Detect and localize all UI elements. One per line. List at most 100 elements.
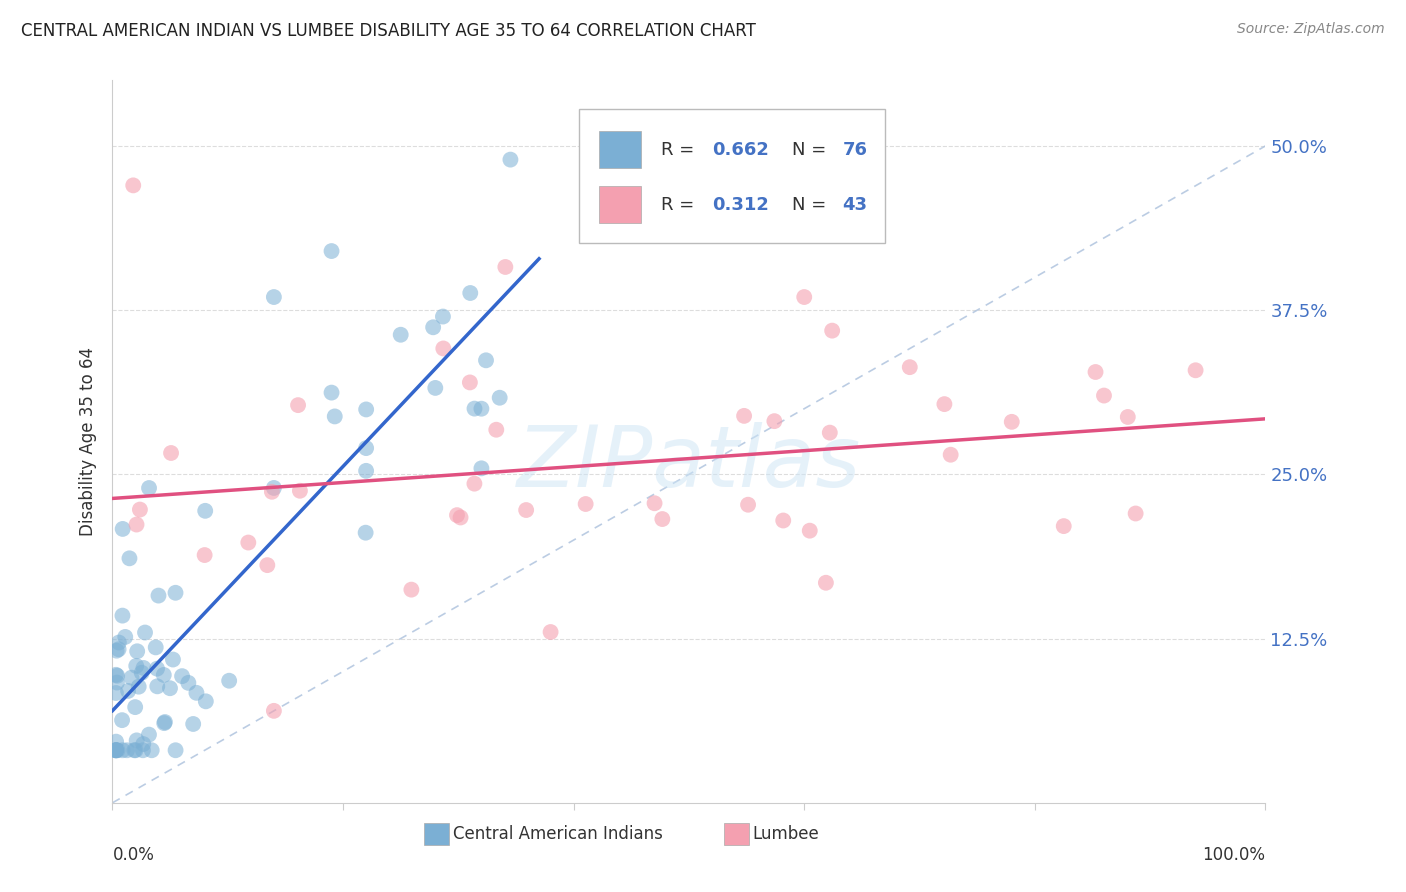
Point bbox=[898, 360, 921, 375]
Point bbox=[458, 376, 481, 390]
Point bbox=[799, 524, 821, 538]
Point bbox=[131, 665, 153, 680]
Text: 76: 76 bbox=[842, 141, 868, 159]
Point bbox=[263, 704, 285, 718]
Point bbox=[159, 681, 181, 696]
Point bbox=[821, 324, 844, 338]
Point bbox=[763, 414, 786, 428]
Point bbox=[288, 483, 311, 498]
Point bbox=[108, 635, 131, 649]
Point bbox=[105, 675, 128, 690]
Point bbox=[458, 285, 481, 300]
Point bbox=[125, 517, 148, 532]
Point bbox=[321, 385, 343, 400]
Point bbox=[1116, 409, 1139, 424]
Point bbox=[186, 686, 208, 700]
Point bbox=[105, 669, 128, 683]
Point bbox=[132, 737, 155, 751]
Point bbox=[181, 717, 204, 731]
Point bbox=[575, 497, 598, 511]
Point bbox=[105, 643, 128, 657]
Point bbox=[111, 713, 134, 727]
Point bbox=[354, 402, 377, 417]
Point bbox=[194, 504, 217, 518]
Point bbox=[104, 668, 127, 682]
Point bbox=[115, 743, 138, 757]
Point bbox=[260, 484, 283, 499]
Point bbox=[218, 673, 240, 688]
Point bbox=[107, 743, 129, 757]
Point bbox=[263, 481, 285, 495]
Point bbox=[1084, 365, 1107, 379]
Point bbox=[172, 669, 194, 683]
Point bbox=[772, 514, 794, 528]
Point bbox=[146, 662, 169, 676]
Point bbox=[124, 743, 146, 757]
FancyBboxPatch shape bbox=[579, 109, 884, 243]
Point bbox=[814, 575, 837, 590]
Point bbox=[470, 401, 492, 416]
Text: 0.0%: 0.0% bbox=[112, 847, 155, 864]
Point bbox=[104, 743, 127, 757]
Point bbox=[117, 684, 139, 698]
Point bbox=[432, 342, 454, 356]
Point bbox=[446, 508, 468, 523]
Point bbox=[354, 525, 377, 540]
Point bbox=[124, 743, 146, 757]
Point bbox=[389, 327, 412, 342]
Point bbox=[118, 551, 141, 566]
Point bbox=[463, 401, 485, 416]
Text: 0.662: 0.662 bbox=[711, 141, 769, 159]
Text: N =: N = bbox=[792, 141, 831, 159]
Point bbox=[146, 679, 169, 693]
Point bbox=[432, 310, 454, 324]
Point bbox=[494, 260, 516, 274]
Point bbox=[1125, 507, 1147, 521]
Text: N =: N = bbox=[792, 195, 831, 213]
Point bbox=[463, 476, 485, 491]
Point bbox=[122, 178, 145, 193]
Point bbox=[132, 743, 155, 757]
Point bbox=[111, 743, 134, 757]
Point bbox=[104, 686, 127, 700]
Point bbox=[107, 642, 129, 657]
Point bbox=[263, 290, 285, 304]
Text: R =: R = bbox=[661, 195, 700, 213]
Point bbox=[1001, 415, 1024, 429]
Point bbox=[132, 661, 155, 675]
Text: Lumbee: Lumbee bbox=[752, 825, 820, 843]
Point bbox=[540, 625, 562, 640]
Text: 43: 43 bbox=[842, 195, 868, 213]
Point bbox=[125, 659, 148, 673]
Point bbox=[1053, 519, 1076, 533]
Point bbox=[104, 743, 127, 757]
Point bbox=[125, 733, 148, 747]
Point bbox=[651, 512, 673, 526]
Point bbox=[148, 589, 170, 603]
Point bbox=[104, 743, 127, 757]
Point bbox=[515, 503, 537, 517]
Point bbox=[165, 586, 187, 600]
Text: ZIPatlas: ZIPatlas bbox=[517, 422, 860, 505]
Point bbox=[153, 716, 176, 731]
Point bbox=[194, 694, 217, 708]
Point bbox=[287, 398, 309, 412]
Point bbox=[1092, 388, 1115, 402]
Point bbox=[485, 423, 508, 437]
Point bbox=[114, 630, 136, 644]
Point bbox=[793, 290, 815, 304]
Point bbox=[141, 743, 163, 757]
Point bbox=[499, 153, 522, 167]
Point bbox=[354, 441, 377, 455]
Point bbox=[354, 464, 377, 478]
Point bbox=[818, 425, 841, 440]
Point bbox=[488, 391, 510, 405]
Point bbox=[238, 535, 260, 549]
Text: Central American Indians: Central American Indians bbox=[453, 825, 662, 843]
Point bbox=[450, 510, 472, 524]
FancyBboxPatch shape bbox=[599, 131, 641, 169]
Point bbox=[256, 558, 278, 573]
Point bbox=[422, 320, 444, 334]
Point bbox=[323, 409, 346, 424]
Point bbox=[177, 676, 200, 690]
